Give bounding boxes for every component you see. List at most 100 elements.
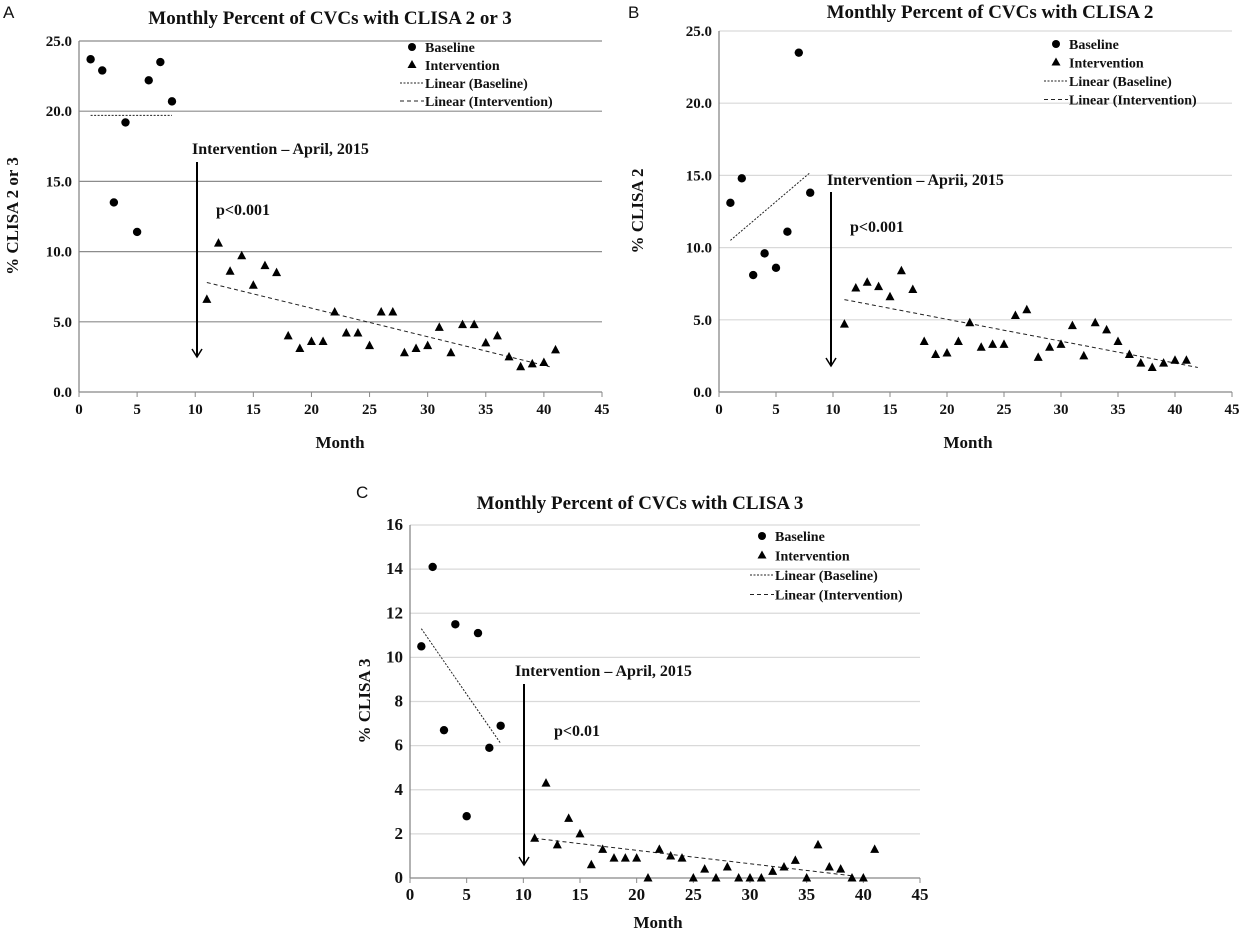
y-tick-label: 10.0 bbox=[46, 245, 72, 261]
intervention-point bbox=[919, 336, 929, 345]
y-tick-label: 15.0 bbox=[46, 174, 72, 190]
y-tick-label: 5.0 bbox=[53, 315, 72, 331]
intervention-point bbox=[790, 855, 800, 864]
intervention-annotation: Intervention – Aprii, 2015 bbox=[827, 172, 1004, 189]
intervention-point bbox=[423, 340, 433, 350]
intervention-point bbox=[446, 347, 456, 357]
intervention-point bbox=[1079, 350, 1089, 360]
x-tick-label: 10 bbox=[188, 402, 203, 418]
intervention-point bbox=[353, 328, 363, 337]
x-tick-label: 20 bbox=[628, 885, 645, 904]
intervention-point bbox=[481, 337, 491, 347]
y-tick-label: 25.0 bbox=[686, 24, 712, 40]
x-tick-label: 35 bbox=[798, 885, 815, 904]
panel-letter: C bbox=[356, 483, 368, 502]
intervention-point bbox=[839, 319, 849, 328]
intervention-point bbox=[734, 873, 744, 882]
baseline-point bbox=[428, 562, 437, 572]
baseline-point bbox=[462, 812, 471, 821]
p-value: p<0.01 bbox=[554, 723, 600, 740]
intervention-point bbox=[237, 250, 247, 260]
intervention-point bbox=[999, 339, 1009, 348]
trendline-dashed bbox=[534, 837, 853, 877]
trendline-dotted bbox=[730, 172, 811, 241]
x-tick-label: 45 bbox=[595, 402, 610, 418]
y-tick-label: 10 bbox=[386, 647, 403, 666]
intervention-point bbox=[885, 291, 895, 301]
intervention-point bbox=[527, 358, 537, 368]
intervention-point bbox=[677, 853, 687, 862]
intervention-point bbox=[1102, 324, 1112, 334]
intervention-point bbox=[1022, 304, 1032, 314]
intervention-point bbox=[858, 873, 868, 882]
legend: Baseline Intervention Linear (Baseline) Lin… bbox=[400, 41, 553, 110]
arrow-head-icon bbox=[191, 348, 203, 359]
intervention-point bbox=[1033, 352, 1043, 361]
baseline-point bbox=[485, 743, 494, 753]
y-tick-label: 25.0 bbox=[46, 34, 72, 50]
intervention-annotation: Intervention – April, 2015 bbox=[515, 663, 692, 680]
legend-triangle-icon bbox=[1051, 57, 1061, 66]
intervention-point bbox=[399, 347, 409, 357]
x-tick-label: 5 bbox=[772, 402, 780, 418]
chart-title: Monthly Percent of CVCs with CLISA 2 bbox=[827, 2, 1154, 23]
legend-label: Linear (Intervention) bbox=[775, 589, 903, 604]
intervention-point bbox=[202, 294, 212, 303]
y-tick-label: 14 bbox=[386, 559, 404, 578]
x-tick-label: 30 bbox=[742, 885, 759, 904]
baseline-point bbox=[156, 57, 165, 67]
legend-label: Intervention bbox=[1069, 57, 1144, 72]
intervention-point bbox=[1045, 342, 1055, 351]
x-tick-label: 0 bbox=[75, 402, 83, 418]
y-tick-label: 20.0 bbox=[686, 96, 712, 112]
x-tick-label: 35 bbox=[478, 402, 493, 418]
x-tick-label: 0 bbox=[715, 402, 723, 418]
x-tick-label: 45 bbox=[912, 885, 929, 904]
intervention-point bbox=[530, 833, 540, 842]
intervention-point bbox=[434, 322, 444, 331]
intervention-point bbox=[851, 283, 861, 292]
intervention-point bbox=[745, 873, 755, 882]
intervention-point bbox=[824, 861, 834, 871]
y-tick-label: 12 bbox=[386, 603, 403, 622]
baseline-point bbox=[167, 97, 177, 106]
y-tick-label: 6 bbox=[395, 736, 404, 755]
y-tick-label: 0 bbox=[395, 868, 404, 887]
legend-label: Intervention bbox=[425, 59, 500, 74]
x-tick-label: 5 bbox=[462, 885, 471, 904]
x-tick-label: 25 bbox=[997, 402, 1012, 418]
legend-label: Linear (Baseline) bbox=[1069, 75, 1172, 90]
baseline-point bbox=[417, 642, 426, 651]
intervention-point bbox=[896, 265, 906, 275]
intervention-point bbox=[756, 873, 766, 882]
intervention-point bbox=[1010, 310, 1020, 319]
baseline-point bbox=[132, 227, 142, 237]
baseline-point bbox=[473, 628, 483, 638]
intervention-point bbox=[908, 284, 918, 293]
intervention-point bbox=[541, 778, 551, 787]
intervention-point bbox=[283, 330, 293, 340]
trendline-dashed bbox=[844, 299, 1198, 368]
x-tick-label: 15 bbox=[883, 402, 898, 418]
chart-panel-a: A Monthly Percent of CVCs with CLISA 2 or… bbox=[3, 3, 610, 452]
x-tick-label: 15 bbox=[572, 885, 589, 904]
intervention-point bbox=[260, 260, 270, 270]
intervention-point bbox=[318, 336, 328, 345]
baseline-point bbox=[783, 227, 792, 236]
intervention-point bbox=[551, 344, 561, 354]
p-value: p<0.001 bbox=[216, 202, 270, 219]
intervention-point bbox=[1124, 349, 1134, 358]
intervention-point bbox=[1136, 358, 1146, 367]
intervention-point bbox=[539, 357, 549, 367]
intervention-point bbox=[295, 343, 305, 352]
intervention-point bbox=[365, 340, 375, 350]
x-tick-label: 40 bbox=[1168, 402, 1183, 418]
intervention-point bbox=[931, 349, 941, 358]
x-tick-label: 30 bbox=[420, 402, 435, 418]
baseline-point bbox=[109, 198, 119, 207]
intervention-point bbox=[272, 267, 282, 277]
x-tick-label: 20 bbox=[304, 402, 319, 418]
arrow-head-icon bbox=[518, 856, 530, 867]
intervention-point bbox=[411, 343, 421, 352]
